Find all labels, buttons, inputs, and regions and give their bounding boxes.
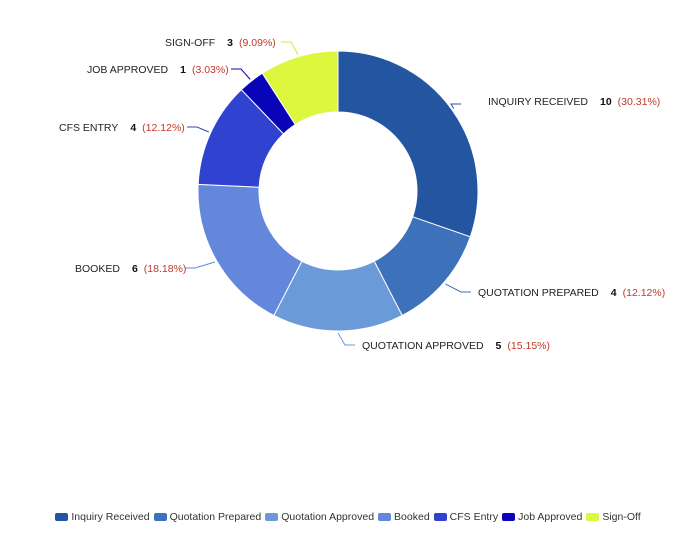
leader-line-quotation-prepared: [445, 283, 471, 293]
legend-label-job-approved: Job Approved: [518, 511, 583, 523]
legend-swatch-cfs-entry: [433, 513, 447, 521]
label-booked: BOOKED 6 (18.18%): [75, 263, 186, 275]
label-name-booked: BOOKED: [75, 263, 120, 275]
label-inquiry-received: INQUIRY RECEIVED 10 (30.31%): [488, 96, 660, 108]
slice-inquiry-received[interactable]: [337, 50, 479, 238]
slices-layer: [197, 50, 479, 332]
legend: Inquiry Received Quotation Prepared Quotat…: [0, 511, 696, 523]
label-value-cfs-entry: 4: [130, 122, 136, 134]
legend-item-quotation-prepared[interactable]: Quotation Prepared: [153, 511, 262, 523]
leader-line-cfs-entry: [187, 126, 210, 133]
label-name-inquiry-received: INQUIRY RECEIVED: [488, 96, 588, 108]
label-name-sign-off: SIGN-OFF: [165, 37, 215, 49]
label-percent-quotation-approved: (15.15%): [507, 340, 550, 352]
leader-line-sign-off: [281, 41, 299, 55]
label-name-quotation-approved: QUOTATION APPROVED: [362, 340, 484, 352]
labels-layer: INQUIRY RECEIVED 10 (30.31%) QUOTATION PREP…: [59, 37, 665, 352]
label-value-job-approved: 1: [180, 64, 186, 76]
legend-item-job-approved[interactable]: Job Approved: [502, 511, 582, 523]
legend-label-sign-off: Sign-Off: [602, 511, 641, 523]
label-name-job-approved: JOB APPROVED: [87, 64, 169, 76]
leader-line-inquiry-received: [450, 103, 461, 109]
legend-swatch-quotation-prepared: [153, 513, 167, 521]
label-name-cfs-entry: CFS ENTRY: [59, 122, 118, 134]
label-percent-job-approved: (3.03%): [192, 64, 229, 76]
label-cfs-entry: CFS ENTRY 4 (12.12%): [59, 122, 185, 134]
legend-label-booked: Booked: [394, 511, 430, 523]
leader-line-job-approved: [231, 68, 251, 80]
legend-label-cfs-entry: CFS Entry: [449, 511, 499, 523]
legend-swatch-quotation-approved: [265, 513, 279, 521]
slice-sign-off[interactable]: [261, 50, 339, 126]
legend-label-inquiry-received: Inquiry Received: [71, 511, 150, 523]
legend-swatch-job-approved: [502, 513, 516, 521]
label-job-approved: JOB APPROVED 1 (3.03%): [87, 64, 229, 76]
label-value-sign-off: 3: [227, 37, 233, 49]
label-value-quotation-approved: 5: [496, 340, 502, 352]
label-percent-booked: (18.18%): [144, 263, 187, 275]
legend-item-cfs-entry[interactable]: CFS Entry: [433, 511, 499, 523]
legend-label-quotation-approved: Quotation Approved: [281, 511, 375, 523]
legend-label-quotation-prepared: Quotation Prepared: [169, 511, 262, 523]
legend-swatch-inquiry-received: [55, 513, 69, 521]
legend-item-quotation-approved[interactable]: Quotation Approved: [265, 511, 374, 523]
label-quotation-prepared: QUOTATION PREPARED 4 (12.12%): [478, 287, 665, 299]
legend-swatch-sign-off: [586, 513, 600, 521]
label-value-inquiry-received: 10: [600, 96, 612, 108]
label-percent-quotation-prepared: (12.12%): [623, 287, 666, 299]
legend-item-sign-off[interactable]: Sign-Off: [586, 511, 641, 523]
label-quotation-approved: QUOTATION APPROVED 5 (15.15%): [362, 340, 550, 352]
label-name-quotation-prepared: QUOTATION PREPARED: [478, 287, 599, 299]
label-percent-inquiry-received: (30.31%): [618, 96, 661, 108]
leader-line-quotation-approved: [337, 332, 355, 346]
label-percent-sign-off: (9.09%): [239, 37, 276, 49]
legend-item-booked[interactable]: Booked: [378, 511, 430, 523]
label-sign-off: SIGN-OFF 3 (9.09%): [165, 37, 276, 49]
label-percent-cfs-entry: (12.12%): [142, 122, 185, 134]
legend-item-inquiry-received[interactable]: Inquiry Received: [55, 511, 150, 523]
leader-line-booked: [185, 261, 216, 269]
label-value-quotation-prepared: 4: [611, 287, 617, 299]
legend-swatch-booked: [378, 513, 392, 521]
label-value-booked: 6: [132, 263, 138, 275]
